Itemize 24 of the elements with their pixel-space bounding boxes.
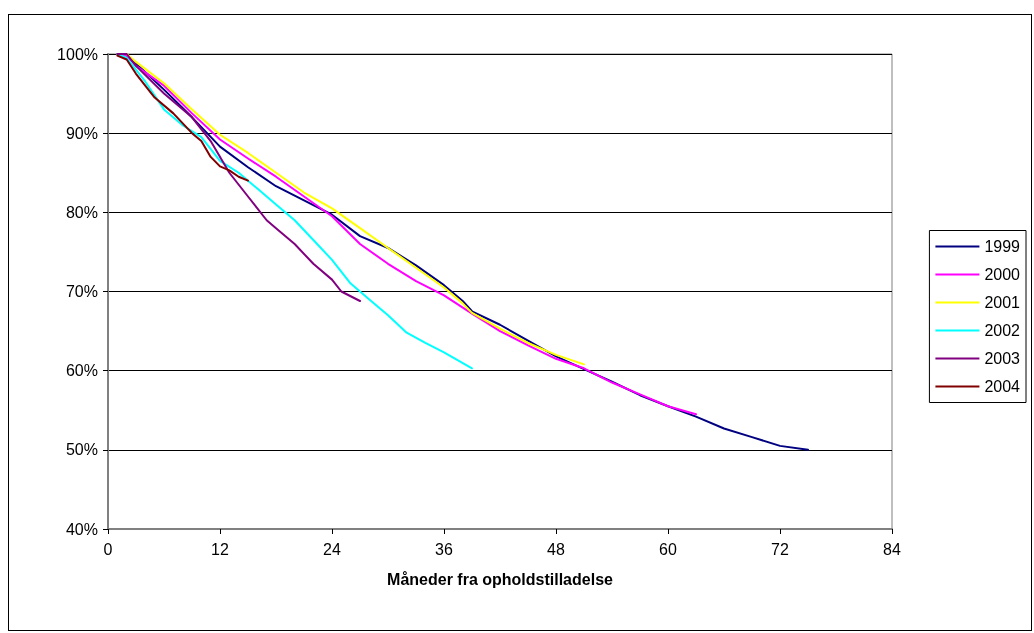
x-tick-label: 12 — [211, 540, 229, 558]
y-tick-label: 50% — [65, 441, 98, 459]
line-series — [116, 54, 249, 182]
legend-label: 2001 — [984, 294, 1021, 311]
legend-label: 2000 — [984, 266, 1021, 283]
y-tick-label: 90% — [65, 124, 98, 142]
y-tick-label: 70% — [65, 283, 98, 300]
x-tick-label: 36 — [435, 540, 453, 558]
legend-label: 1999 — [984, 238, 1021, 255]
y-tick-label: 100% — [57, 45, 98, 63]
legend-label: 2004 — [984, 378, 1021, 395]
x-tick-label: 72 — [771, 540, 789, 558]
x-axis-title: Måneder fra opholdstilladelse — [387, 570, 614, 588]
legend-label: 2002 — [984, 322, 1021, 339]
y-tick-label: 60% — [65, 362, 98, 380]
y-tick-label: 40% — [65, 520, 98, 538]
legend-label: 2003 — [984, 350, 1021, 367]
x-tick-label: 84 — [883, 540, 901, 558]
x-tick-label: 0 — [103, 540, 113, 558]
y-tick-label: 80% — [65, 203, 98, 221]
x-tick-label: 60 — [659, 540, 677, 558]
x-tick-label: 24 — [323, 540, 341, 558]
x-tick-label: 48 — [547, 540, 565, 558]
line-series — [116, 53, 361, 302]
